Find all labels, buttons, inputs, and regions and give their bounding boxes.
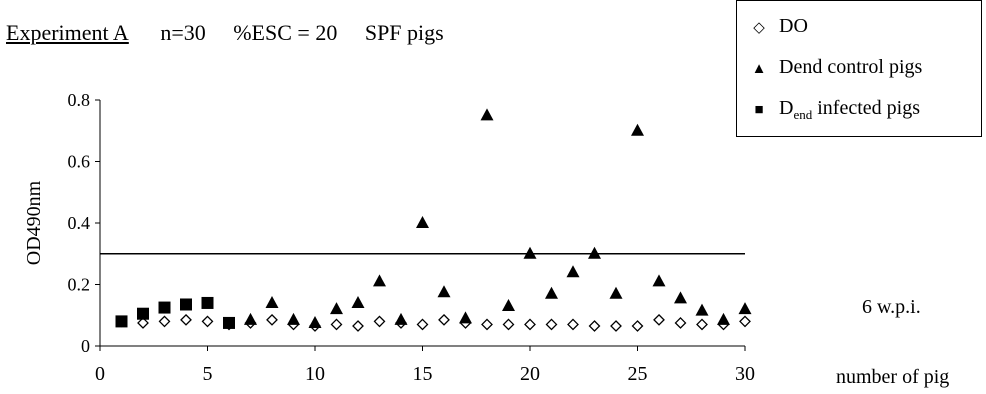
- do-point: [481, 318, 493, 331]
- do-point: [137, 317, 149, 329]
- dend-control-point: [308, 315, 322, 328]
- dend-control-point: [652, 274, 666, 287]
- x-axis-title: number of pig: [836, 366, 950, 388]
- experiment-heading: Experiment A n=30 %ESC = 20 SPF pigs: [6, 20, 466, 46]
- do-point: [180, 313, 192, 326]
- dend-control-point: [437, 285, 451, 298]
- y-tick-label: 0.8: [68, 90, 91, 110]
- do-point: [201, 315, 214, 328]
- dend-control-point: [523, 246, 537, 259]
- x-tick-label: 0: [95, 363, 105, 385]
- do-point: [416, 318, 429, 331]
- dend-control-point: [373, 274, 386, 287]
- legend-item-do: ◇ DO: [751, 15, 808, 38]
- y-tick-label: 0.2: [68, 275, 91, 295]
- legend: ◇ DO ▲ Dend control pigs ■ Dend infected pi…: [736, 0, 982, 137]
- legend-item-dend-control: ▲ Dend control pigs: [751, 56, 923, 79]
- do-point: [502, 318, 515, 331]
- x-tick-label: 25: [628, 363, 648, 385]
- legend-label-dend-infected-rest: infected pigs: [812, 97, 920, 119]
- experiment-title: Experiment A: [6, 20, 129, 45]
- dend-control-point: [631, 123, 644, 136]
- dend-infected-point: [137, 307, 149, 320]
- legend-item-dend-infected: ■ Dend infected pigs: [751, 97, 920, 123]
- dend-control-point: [588, 246, 601, 259]
- esc-percentage: %ESC = 20: [233, 20, 338, 45]
- do-point: [352, 320, 364, 332]
- do-point: [653, 313, 665, 326]
- legend-label-dend-control: Dend control pigs: [779, 56, 923, 78]
- do-point: [330, 318, 343, 331]
- dend-control-point: [695, 303, 709, 316]
- do-point: [524, 318, 536, 331]
- animal-type: SPF pigs: [364, 20, 444, 45]
- do-point: [373, 315, 386, 328]
- data-marks: [115, 108, 752, 332]
- do-point: [696, 318, 708, 331]
- dend-infected-point: [201, 296, 214, 309]
- axes: 0 0.2 0.4 0.6 0.8 0 5 10 15 20 25 30: [68, 90, 756, 385]
- dend-control-point: [416, 216, 429, 228]
- diamond-icon: ◇: [753, 20, 765, 36]
- do-point: [438, 313, 450, 326]
- dend-control-point: [502, 299, 515, 312]
- dend-control-point: [459, 311, 472, 324]
- dend-control-point: [566, 265, 580, 278]
- dend-infected-point: [158, 301, 171, 314]
- dend-control-point: [674, 291, 687, 304]
- dend-control-point: [244, 312, 257, 325]
- dend-control-point: [351, 295, 365, 308]
- square-icon: ■: [754, 102, 764, 118]
- do-point: [567, 318, 579, 331]
- do-point: [545, 318, 558, 331]
- legend-label-do: DO: [779, 15, 808, 37]
- dend-control-point: [265, 295, 279, 308]
- x-tick-label: 10: [305, 363, 325, 385]
- dend-control-point: [717, 312, 730, 325]
- do-point: [266, 313, 278, 326]
- dend-infected-point: [180, 298, 192, 311]
- dend-control-point: [545, 286, 558, 299]
- do-point: [610, 320, 622, 332]
- dend-infected-point: [115, 315, 128, 328]
- dend-control-point: [330, 302, 343, 315]
- legend-label-dend-infected-sub: end: [793, 107, 813, 122]
- timepoint-label: 6 w.p.i.: [862, 296, 921, 318]
- do-point: [588, 320, 601, 332]
- y-tick-label: 0.6: [68, 152, 91, 172]
- y-tick-label: 0.4: [68, 213, 91, 233]
- x-tick-label: 20: [520, 363, 540, 385]
- triangle-icon: ▲: [751, 61, 767, 77]
- sample-size: n=30: [160, 20, 206, 45]
- legend-label-dend-infected-main: D: [779, 97, 794, 119]
- dend-control-point: [738, 302, 752, 315]
- do-point: [158, 315, 171, 328]
- x-tick-label: 30: [735, 363, 755, 385]
- dend-control-point: [609, 286, 623, 299]
- y-tick-label: 0: [81, 336, 90, 356]
- x-tick-label: 15: [413, 363, 433, 385]
- dend-control-point: [394, 312, 408, 325]
- dend-control-point: [287, 312, 300, 325]
- do-point: [739, 315, 751, 328]
- y-axis-title: OD490nm: [23, 180, 45, 265]
- do-point: [631, 320, 644, 332]
- do-point: [674, 317, 687, 329]
- dend-control-point: [480, 108, 494, 121]
- dend-infected-point: [223, 316, 235, 329]
- x-tick-label: 5: [203, 363, 213, 385]
